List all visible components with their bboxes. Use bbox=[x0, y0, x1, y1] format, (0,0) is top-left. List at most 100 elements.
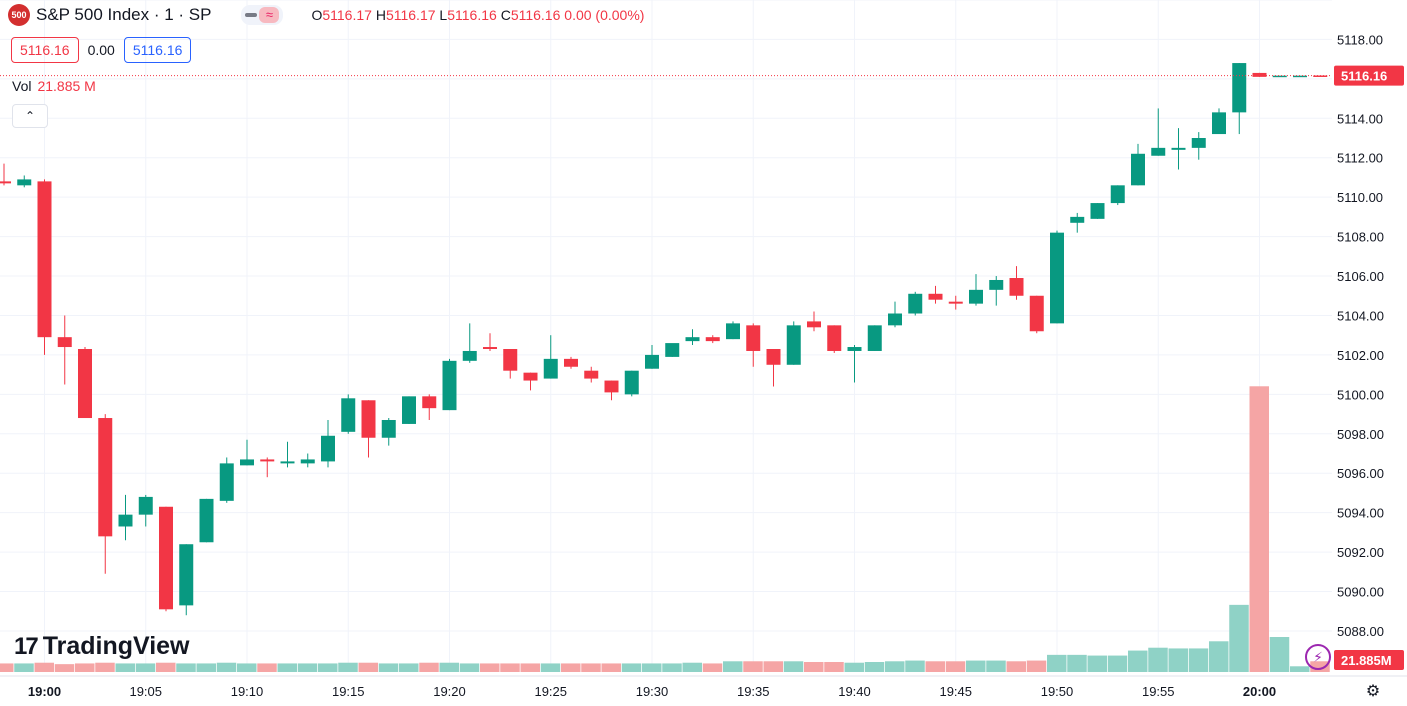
candle bbox=[645, 345, 659, 369]
candle bbox=[867, 325, 882, 351]
candle bbox=[381, 418, 396, 446]
candle-body bbox=[1090, 203, 1105, 219]
price-tick-label: 5110.00 bbox=[1337, 190, 1383, 205]
candle-body bbox=[199, 498, 214, 543]
candle-body bbox=[1110, 185, 1125, 204]
candle-body bbox=[1029, 295, 1044, 332]
volume-bar bbox=[500, 663, 520, 672]
tradingview-logo[interactable]: 17 TradingView bbox=[14, 632, 190, 661]
candle-body bbox=[867, 325, 882, 351]
candle-body bbox=[847, 347, 862, 351]
candle-body bbox=[219, 463, 234, 501]
candle-body bbox=[78, 349, 92, 419]
candle bbox=[969, 274, 983, 306]
volume-bar bbox=[297, 663, 318, 672]
candle-body bbox=[685, 337, 700, 342]
candle-body bbox=[928, 293, 943, 300]
candle-body bbox=[159, 506, 173, 610]
volume-bar bbox=[763, 661, 783, 672]
candle-body bbox=[645, 354, 659, 369]
candle-body bbox=[1151, 147, 1166, 156]
candle-body bbox=[138, 496, 153, 515]
high-label: H bbox=[375, 7, 386, 23]
candle-body bbox=[604, 380, 619, 393]
volume-bar bbox=[561, 663, 581, 672]
candle-body bbox=[584, 370, 599, 379]
candle-body bbox=[179, 544, 194, 606]
candle bbox=[1151, 108, 1166, 156]
volume-bar bbox=[237, 663, 257, 672]
price-tick-label: 5100.00 bbox=[1337, 387, 1384, 402]
open-label: O bbox=[311, 7, 323, 23]
volume-bar bbox=[966, 660, 986, 672]
candle-body bbox=[1070, 216, 1085, 223]
chevron-up-icon[interactable]: ⌃ bbox=[12, 104, 48, 128]
candle bbox=[98, 414, 113, 574]
candle-body bbox=[57, 337, 72, 348]
volume-bar bbox=[1209, 641, 1229, 672]
sell-button[interactable]: 5116.16 bbox=[11, 37, 79, 63]
volume-bar bbox=[0, 663, 14, 672]
volume-bar bbox=[1047, 654, 1067, 672]
volume-bar bbox=[1148, 647, 1168, 672]
volume-bar bbox=[34, 662, 54, 672]
volume-bar bbox=[945, 661, 966, 672]
last-price-label: 5116.16 bbox=[1341, 69, 1387, 84]
volume-bar bbox=[905, 660, 925, 672]
lightning-icon[interactable]: ⚡ bbox=[1305, 644, 1331, 670]
candle-body bbox=[341, 398, 356, 432]
candle bbox=[503, 349, 518, 379]
last-price-badge bbox=[1334, 65, 1404, 86]
candle-body bbox=[1050, 232, 1064, 324]
volume-value: 21.885 M bbox=[37, 78, 96, 94]
time-tick-label: 19:45 bbox=[939, 684, 972, 699]
open-value: 5116.17 bbox=[322, 7, 372, 23]
price-axis[interactable]: 5088.00 5090.00 5092.00 5094.00 5096.00 5098.… bbox=[1332, 0, 1407, 706]
candle bbox=[361, 400, 376, 458]
volume-bar bbox=[318, 663, 338, 672]
legend-toggle[interactable]: ≈ bbox=[241, 5, 284, 25]
volume-bar bbox=[1067, 654, 1087, 672]
candle bbox=[928, 285, 943, 304]
volume-bar bbox=[1229, 604, 1249, 672]
volume-bar bbox=[723, 661, 743, 672]
candle bbox=[78, 347, 92, 419]
price-axis-bg bbox=[1332, 0, 1407, 706]
volume-bar bbox=[1026, 660, 1047, 672]
symbol-title[interactable]: S&P 500 Index · 1 · SP bbox=[36, 5, 212, 24]
buy-button[interactable]: 5116.16 bbox=[123, 37, 192, 63]
volume-axis-label: 21.885M bbox=[1341, 653, 1392, 668]
price-tick-label: 5118.00 bbox=[1337, 32, 1383, 47]
volume-bar bbox=[1269, 637, 1290, 672]
candle-body bbox=[422, 396, 437, 409]
volume-bar bbox=[439, 662, 459, 672]
time-axis[interactable]: 19:00 19:05 19:10 19:15 19:20 19:25 19:30 19:35… bbox=[0, 675, 1407, 706]
time-tick-label: 19:35 bbox=[737, 684, 770, 699]
candle-body bbox=[948, 301, 963, 304]
candle-body bbox=[989, 279, 1004, 290]
candle-body bbox=[1232, 63, 1247, 113]
gear-icon[interactable]: ⚙ bbox=[1365, 683, 1381, 700]
volume-bar bbox=[135, 663, 156, 672]
candle bbox=[726, 321, 740, 340]
volume-bar bbox=[662, 663, 682, 672]
time-tick-label: 19:00 bbox=[28, 684, 61, 699]
candle bbox=[57, 315, 72, 385]
close-value: 5116.16 bbox=[510, 7, 561, 23]
candle bbox=[179, 544, 194, 616]
candle bbox=[1212, 108, 1226, 135]
wave-icon[interactable]: ≈ bbox=[259, 7, 280, 23]
volume-bar bbox=[399, 663, 419, 672]
candle bbox=[300, 453, 315, 468]
candle bbox=[1272, 75, 1287, 78]
symbol-legend: 500 S&P 500 Index · 1 · SP ≈ O5116.17 H5… bbox=[8, 4, 644, 26]
volume-bar bbox=[621, 663, 642, 672]
volume-bar bbox=[480, 663, 500, 672]
candle-body bbox=[503, 349, 518, 371]
candle bbox=[766, 349, 781, 387]
volume-bar bbox=[156, 662, 176, 672]
hide-icon[interactable] bbox=[245, 13, 258, 17]
candle bbox=[1090, 203, 1105, 219]
